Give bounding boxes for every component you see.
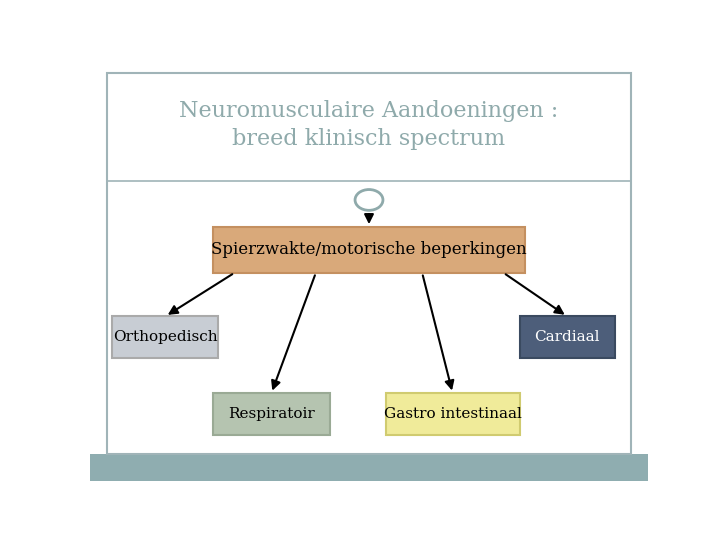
FancyBboxPatch shape [213, 393, 330, 435]
FancyBboxPatch shape [90, 454, 648, 481]
Text: Neuromusculaire Aandoeningen :
breed klinisch spectrum: Neuromusculaire Aandoeningen : breed kli… [179, 100, 559, 151]
Text: Gastro intestinaal: Gastro intestinaal [384, 407, 521, 421]
FancyBboxPatch shape [520, 316, 615, 358]
Text: Respiratoir: Respiratoir [228, 407, 315, 421]
FancyBboxPatch shape [386, 393, 520, 435]
Circle shape [355, 190, 383, 210]
FancyBboxPatch shape [213, 227, 526, 273]
Text: Orthopedisch: Orthopedisch [113, 330, 217, 344]
Text: Spierzwakte/motorische beperkingen: Spierzwakte/motorische beperkingen [211, 241, 527, 258]
FancyBboxPatch shape [112, 316, 218, 358]
Text: Cardiaal: Cardiaal [534, 330, 600, 344]
